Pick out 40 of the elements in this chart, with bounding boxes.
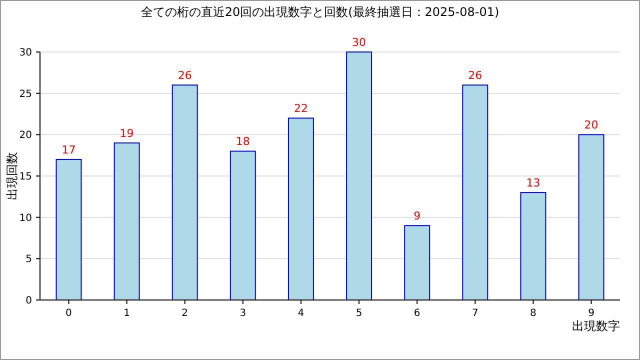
x-tick-label: 9 [588,308,594,319]
data-label: 9 [414,210,421,223]
bar [288,118,314,300]
y-tick-label: 25 [19,88,32,100]
x-tick-label: 5 [356,308,362,319]
x-axis-title: 出現数字 [572,319,620,333]
data-label: 13 [526,176,540,190]
data-label: 26 [178,69,192,82]
y-tick-label: 15 [19,172,32,182]
data-label: 18 [236,135,250,148]
bar [520,192,546,300]
bar [172,84,198,300]
data-label: 20 [584,118,598,132]
data-label: 22 [294,102,308,116]
x-tick-label: 0 [66,308,72,319]
x-tick-label: 6 [414,308,420,319]
data-label: 17 [62,143,76,156]
y-tick-label: 10 [19,212,32,224]
bar [346,52,372,300]
x-tick-label: 1 [124,308,130,319]
chart-title: 全ての桁の直近20回の出現数字と回数(最終抽選日：2025-08-01) [140,5,500,19]
y-axis-title: 出現回数 [5,152,19,200]
bar [114,142,140,300]
x-tick-label: 2 [182,308,188,319]
bar [404,225,430,300]
data-label: 30 [352,36,366,49]
y-tick-label: 0 [26,296,32,306]
x-tick-label: 7 [472,308,478,319]
y-tick-label: 5 [26,254,32,266]
bar [230,150,256,300]
data-label: 26 [468,69,482,82]
x-tick-label: 4 [298,308,304,319]
data-label: 19 [120,126,134,140]
y-tick-label: 20 [19,130,32,142]
bar [56,158,82,300]
x-tick-label: 3 [240,308,246,319]
x-tick-label: 8 [530,308,536,319]
y-tick-label: 30 [19,48,32,58]
bar [462,84,488,300]
bar [578,134,604,300]
